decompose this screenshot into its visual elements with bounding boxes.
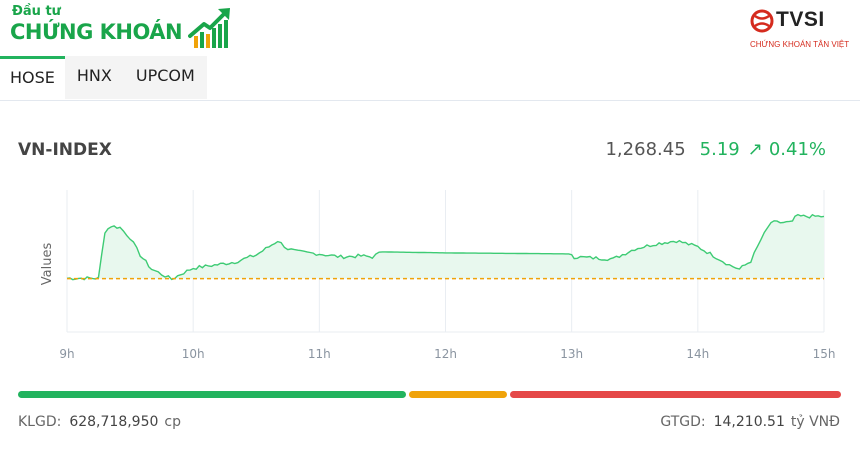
market-breadth-bar	[18, 391, 841, 398]
intraday-chart[interactable]: Values 9h 10h 11h 12h 13h 14h 15h	[0, 180, 860, 370]
gtgd-value: 14,210.51	[713, 414, 785, 430]
x-tick-label: 14h	[686, 347, 709, 361]
growth-chart-arrow-icon	[188, 8, 230, 48]
tvsi-swirl-icon	[750, 9, 774, 33]
klgd-value: 628,718,950	[69, 414, 159, 430]
partner-tagline: CHỨNG KHOÁN TÂN VIỆT	[750, 40, 850, 49]
partner-logo[interactable]: TVSI CHỨNG KHOÁN TÂN VIỆT	[750, 6, 850, 54]
x-axis-ticks: 9h 10h 11h 12h 13h 14h 15h	[59, 347, 835, 361]
volume-summary: KLGD: 628,718,950 cp	[18, 414, 181, 430]
y-axis-label: Values	[40, 243, 55, 286]
tab-hnx[interactable]: HNX	[64, 56, 124, 99]
logo-line2: CHỨNG KHOÁN	[10, 20, 183, 44]
x-tick-label: 13h	[560, 347, 583, 361]
gtgd-unit: tỷ VNĐ	[790, 414, 840, 430]
unchanged-bar	[409, 391, 508, 398]
partner-brand: TVSI	[776, 8, 825, 31]
x-tick-label: 12h	[434, 347, 457, 361]
index-percent: 0.41%	[768, 139, 826, 160]
value-summary: GTGD: 14,210.51 tỷ VNĐ	[660, 414, 840, 430]
price-line	[66, 213, 825, 281]
site-logo[interactable]: Đầu tư CHỨNG KHOÁN	[10, 4, 240, 52]
trend-up-icon: ↗	[747, 139, 763, 160]
x-tick-label: 11h	[308, 347, 331, 361]
exchange-tabs: HOSE HNX UPCOM	[0, 56, 207, 99]
advancers-bar	[18, 391, 407, 398]
logo-line1: Đầu tư	[12, 4, 61, 19]
price-area	[67, 214, 824, 280]
gtgd-label: GTGD:	[660, 414, 706, 430]
index-values: 1,268.45 5.19 ↗ 0.41%	[605, 139, 826, 160]
decliners-bar	[510, 391, 841, 398]
tab-upcom[interactable]: UPCOM	[123, 56, 207, 99]
klgd-unit: cp	[164, 414, 181, 430]
tab-divider	[0, 100, 860, 101]
x-tick-label: 9h	[59, 347, 74, 361]
x-tick-label: 15h	[813, 347, 836, 361]
index-price: 1,268.45	[605, 139, 686, 160]
index-change: 5.19	[699, 139, 740, 160]
klgd-label: KLGD:	[18, 414, 62, 430]
tab-hose[interactable]: HOSE	[0, 56, 65, 99]
index-name: VN-INDEX	[18, 140, 112, 160]
x-tick-label: 10h	[182, 347, 205, 361]
